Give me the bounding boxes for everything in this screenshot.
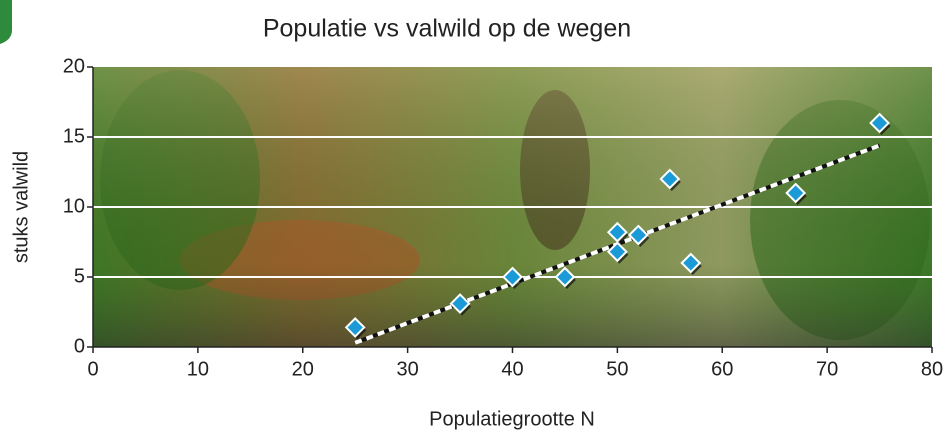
x-tick-label: 70 bbox=[816, 358, 838, 380]
y-axis-label: stuks valwild bbox=[10, 151, 32, 263]
chart: Populatie vs valwild op de wegen Populat… bbox=[0, 0, 947, 434]
x-tick-label: 60 bbox=[711, 358, 733, 380]
y-tick-label: 15 bbox=[63, 125, 85, 147]
x-tick-label: 40 bbox=[501, 358, 523, 380]
x-axis-label: Populatiegrootte N bbox=[429, 408, 595, 430]
y-tick-label: 10 bbox=[63, 195, 85, 217]
x-tick-label: 20 bbox=[292, 358, 314, 380]
x-tick-label: 0 bbox=[87, 358, 98, 380]
y-tick-label: 0 bbox=[74, 335, 85, 357]
x-tick-label: 30 bbox=[397, 358, 419, 380]
corner-accent bbox=[0, 0, 12, 44]
y-tick-label: 5 bbox=[74, 265, 85, 287]
y-tick-label: 20 bbox=[63, 55, 85, 77]
x-tick-label: 50 bbox=[606, 358, 628, 380]
x-tick-label: 10 bbox=[187, 358, 209, 380]
x-tick-label: 80 bbox=[921, 358, 943, 380]
chart-title: Populatie vs valwild op de wegen bbox=[263, 15, 631, 43]
